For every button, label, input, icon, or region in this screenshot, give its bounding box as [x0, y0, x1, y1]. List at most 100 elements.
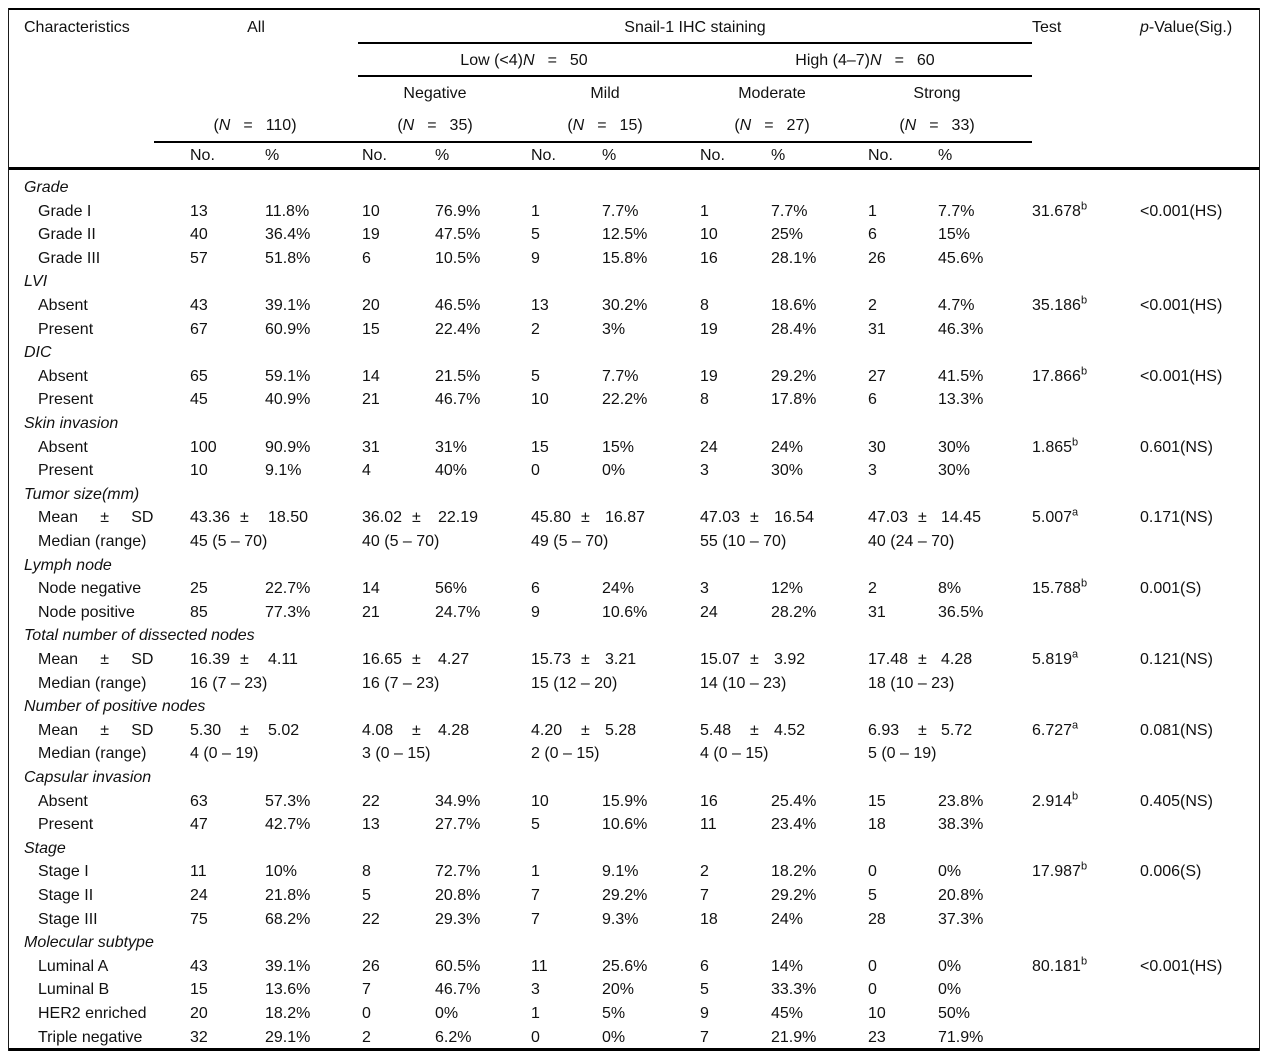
row-label: Stage II — [38, 887, 94, 904]
no-header: No. — [362, 147, 387, 164]
section-title: Stage — [24, 839, 66, 857]
cell-percent: 8% — [938, 580, 962, 598]
cell-percent: 7.7% — [602, 367, 639, 385]
plus-minus-symbol: ± — [581, 509, 590, 527]
cell-count: 9 — [531, 249, 540, 267]
cell-count: 5 — [700, 981, 709, 999]
cell-count: 28 — [868, 910, 886, 928]
test-superscript: b — [1080, 955, 1088, 968]
cell-median-range: 4 (0 – 19) — [190, 745, 259, 763]
test-statistic: 6.727a — [1032, 719, 1079, 739]
test-superscript: a — [1072, 719, 1079, 732]
cell-mean: 43.36 — [190, 509, 231, 527]
cell-percent: 12% — [771, 580, 804, 598]
cell-count: 10 — [868, 1005, 886, 1022]
section-title: Skin invasion — [24, 415, 119, 432]
column-header-staining: Snail-1 IHC staining — [624, 19, 766, 36]
cell-count: 43 — [190, 297, 208, 314]
cell-percent: 68.2% — [265, 910, 311, 928]
cell-count: 3 — [531, 981, 540, 999]
cell-count: 27 — [868, 367, 886, 385]
cell-count: 63 — [190, 792, 208, 810]
cell-count: 5 — [362, 887, 371, 904]
bottom-rule — [9, 1048, 1260, 1051]
cell-sd: 5.28 — [605, 721, 637, 739]
cell-percent: 60.9% — [265, 320, 311, 338]
cell-percent: 0% — [435, 1005, 459, 1022]
cell-percent: 0% — [938, 981, 962, 999]
row-label: HER2 enriched — [38, 1005, 147, 1022]
cell-percent: 20.8% — [435, 887, 481, 904]
cell-count: 7 — [531, 887, 540, 904]
cell-sd: 18.50 — [268, 509, 309, 527]
test-statistic: 31.678b — [1032, 200, 1088, 220]
cell-percent: 23.8% — [938, 792, 984, 810]
cell-median-range: 16 (7 – 23) — [190, 674, 268, 692]
cell-sd: 5.72 — [941, 721, 973, 739]
section-title: Number of positive nodes — [24, 698, 206, 716]
cell-count: 8 — [700, 391, 709, 409]
cell-count: 19 — [362, 226, 380, 244]
pct-header: % — [265, 147, 280, 164]
cell-count: 14 — [362, 580, 380, 598]
cell-percent: 18.6% — [771, 297, 817, 314]
cell-count: 0 — [868, 863, 877, 881]
row-label: Present — [38, 816, 94, 834]
cell-count: 3 — [700, 462, 709, 480]
cell-count: 25 — [190, 580, 208, 598]
staining-header-rule — [358, 42, 1032, 44]
cell-percent: 7.7% — [938, 202, 975, 220]
plus-minus-symbol: ± — [412, 721, 421, 739]
p-value: <0.001(HS) — [1140, 957, 1223, 975]
cell-count: 47 — [190, 816, 208, 834]
cell-percent: 30% — [771, 462, 804, 480]
test-statistic: 5.007a — [1032, 507, 1079, 527]
cell-percent: 17.8% — [771, 391, 817, 409]
cell-mean: 5.48 — [700, 721, 732, 739]
cell-percent: 46.3% — [938, 320, 984, 338]
cell-count: 18 — [868, 816, 886, 834]
cell-percent: 13.6% — [265, 981, 311, 999]
cell-count: 10 — [362, 202, 380, 220]
cell-count: 2 — [868, 297, 877, 314]
cell-median-range: 40 (5 – 70) — [362, 533, 440, 550]
cell-percent: 6.2% — [435, 1028, 472, 1046]
cell-percent: 21.5% — [435, 367, 481, 385]
row-label: Stage I — [38, 863, 89, 881]
pct-header: % — [602, 147, 617, 164]
cell-percent: 40% — [435, 462, 468, 480]
right-border — [1259, 8, 1260, 1051]
group-header-low: Low (<4)N = 50 — [460, 52, 588, 69]
test-statistic: 35.186b — [1032, 294, 1088, 314]
cell-percent: 9.3% — [602, 910, 639, 928]
p-value: <0.001(HS) — [1140, 367, 1223, 385]
cell-count: 20 — [190, 1005, 208, 1022]
cell-count: 24 — [700, 603, 718, 621]
cell-percent: 51.8% — [265, 249, 311, 267]
row-label: Grade III — [38, 249, 101, 267]
row-label: Median (range) — [38, 745, 147, 763]
section-title: DIC — [24, 344, 52, 362]
cell-percent: 13.3% — [938, 391, 984, 409]
subcol-header-moderate: Moderate — [738, 85, 806, 102]
row-label: Triple negative — [38, 1028, 143, 1046]
cell-count: 3 — [868, 462, 877, 480]
column-header-characteristics: Characteristics — [24, 19, 130, 36]
no-header: No. — [190, 147, 215, 164]
cell-count: 85 — [190, 603, 208, 621]
cell-percent: 29.3% — [435, 910, 481, 928]
cell-count: 13 — [190, 202, 208, 220]
cell-mean: 4.08 — [362, 721, 394, 739]
cell-median-range: 45 (5 – 70) — [190, 533, 268, 550]
cell-median-range: 14 (10 – 23) — [700, 674, 787, 692]
column-header-test: Test — [1032, 19, 1062, 36]
row-label: Absent — [38, 367, 88, 385]
cell-median-range: 5 (0 – 19) — [868, 745, 937, 763]
cell-percent: 42.7% — [265, 816, 311, 834]
cell-count: 3 — [700, 580, 709, 598]
subcol-header-strong: Strong — [913, 85, 961, 102]
cell-percent: 34.9% — [435, 792, 481, 810]
column-header-pvalue: p-Value(Sig.) — [1140, 19, 1232, 37]
cell-sd: 4.28 — [941, 651, 973, 668]
cell-count: 16 — [700, 792, 718, 810]
